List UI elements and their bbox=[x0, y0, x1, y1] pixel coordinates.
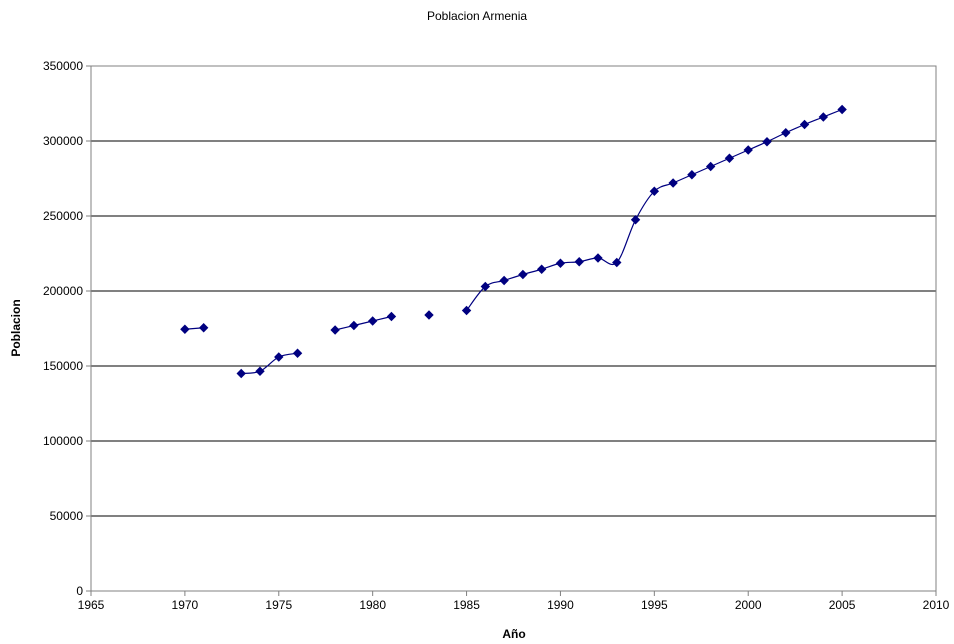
y-tick-label: 0 bbox=[76, 584, 83, 598]
data-point bbox=[668, 178, 678, 188]
data-point bbox=[274, 352, 284, 362]
x-tick-label: 1965 bbox=[78, 598, 105, 612]
data-point bbox=[386, 311, 397, 322]
data-point bbox=[349, 320, 359, 331]
data-point bbox=[612, 257, 622, 268]
x-tick-label: 1980 bbox=[359, 598, 386, 612]
x-tick-label: 1985 bbox=[453, 598, 480, 612]
data-point bbox=[818, 112, 829, 122]
data-point bbox=[292, 348, 303, 358]
data-point bbox=[480, 281, 491, 292]
data-point bbox=[499, 275, 509, 286]
data-point bbox=[555, 258, 566, 268]
x-axis: 1965 1970 1975 1980 1985 1990 1995 2000 2005 2010 bbox=[78, 591, 950, 612]
y-tick-label: 300000 bbox=[43, 134, 83, 148]
data-point bbox=[799, 119, 810, 130]
data-point bbox=[180, 324, 190, 334]
data-point bbox=[574, 257, 584, 267]
data-point bbox=[781, 128, 791, 138]
y-axis: 0 50000 100000 150000 200000 250000 300000 3500… bbox=[43, 59, 91, 598]
x-tick-label: 1995 bbox=[641, 598, 668, 612]
data-point bbox=[724, 153, 735, 163]
data-point bbox=[630, 215, 641, 225]
x-tick-label: 1990 bbox=[547, 598, 574, 612]
series-line bbox=[241, 352, 298, 375]
data-point bbox=[649, 186, 660, 196]
data-point bbox=[593, 253, 603, 263]
data-point bbox=[198, 323, 209, 333]
y-axis-title: Poblacion bbox=[9, 299, 23, 356]
y-tick-label: 100000 bbox=[43, 434, 83, 448]
data-point bbox=[536, 264, 547, 274]
y-tick-label: 250000 bbox=[43, 209, 83, 223]
gridlines bbox=[91, 65, 936, 517]
series-poblacion bbox=[180, 104, 847, 379]
data-point bbox=[367, 316, 378, 326]
chart-title: Poblacion Armenia bbox=[427, 9, 527, 23]
data-point bbox=[424, 310, 434, 320]
data-point bbox=[705, 161, 716, 172]
y-tick-label: 200000 bbox=[43, 284, 83, 298]
data-point bbox=[461, 305, 472, 316]
y-tick-label: 150000 bbox=[43, 359, 83, 373]
x-tick-label: 1970 bbox=[172, 598, 199, 612]
data-point bbox=[762, 137, 772, 147]
series-line bbox=[334, 315, 392, 331]
data-point bbox=[330, 325, 340, 335]
x-tick-label: 2005 bbox=[829, 598, 856, 612]
x-tick-label: 1975 bbox=[265, 598, 292, 612]
data-point bbox=[837, 104, 847, 115]
y-tick-label: 50000 bbox=[50, 509, 84, 523]
x-tick-label: 2000 bbox=[735, 598, 762, 612]
data-point bbox=[687, 170, 697, 180]
x-tick-label: 2010 bbox=[923, 598, 950, 612]
data-point bbox=[518, 269, 528, 280]
plot-area bbox=[90, 65, 937, 592]
y-tick-label: 350000 bbox=[43, 59, 83, 73]
x-axis-title: Año bbox=[502, 627, 525, 641]
data-point bbox=[236, 368, 246, 379]
series-line bbox=[466, 108, 843, 311]
data-point bbox=[255, 366, 265, 376]
data-point bbox=[743, 145, 753, 155]
